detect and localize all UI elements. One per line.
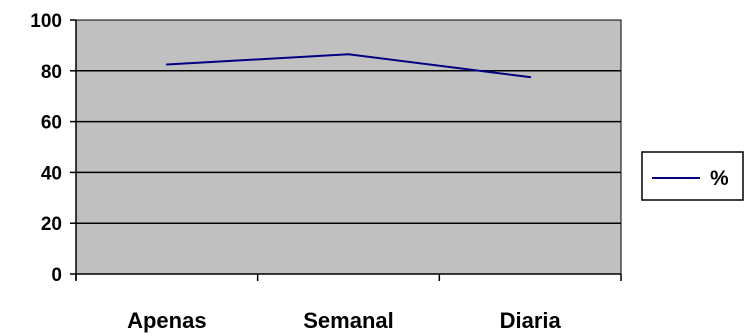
gridlines xyxy=(76,70,621,224)
y-tick-label: 0 xyxy=(51,265,62,286)
legend: % xyxy=(641,151,744,201)
data-point xyxy=(347,53,350,56)
data-point xyxy=(165,63,168,66)
axes xyxy=(70,19,622,281)
y-axis-tick-labels: 0 20 40 60 80 100 xyxy=(30,11,62,286)
y-tick-label: 60 xyxy=(41,113,62,134)
data-point xyxy=(529,76,532,79)
legend-box xyxy=(641,151,744,201)
y-tick-label: 20 xyxy=(41,214,62,235)
y-tick-label: 40 xyxy=(41,163,62,184)
legend-label: % xyxy=(710,167,729,190)
x-tick-label: Apenas xyxy=(127,308,206,333)
series-layer xyxy=(165,53,532,79)
x-tick-label: Semanal xyxy=(303,308,394,333)
x-axis-tick-labels: Apenas Semanal Diaria xyxy=(127,308,561,333)
plot-area xyxy=(75,19,622,275)
y-tick-label: 100 xyxy=(30,11,62,32)
y-tick-label: 80 xyxy=(41,62,62,83)
x-tick-label: Diaria xyxy=(500,308,562,333)
